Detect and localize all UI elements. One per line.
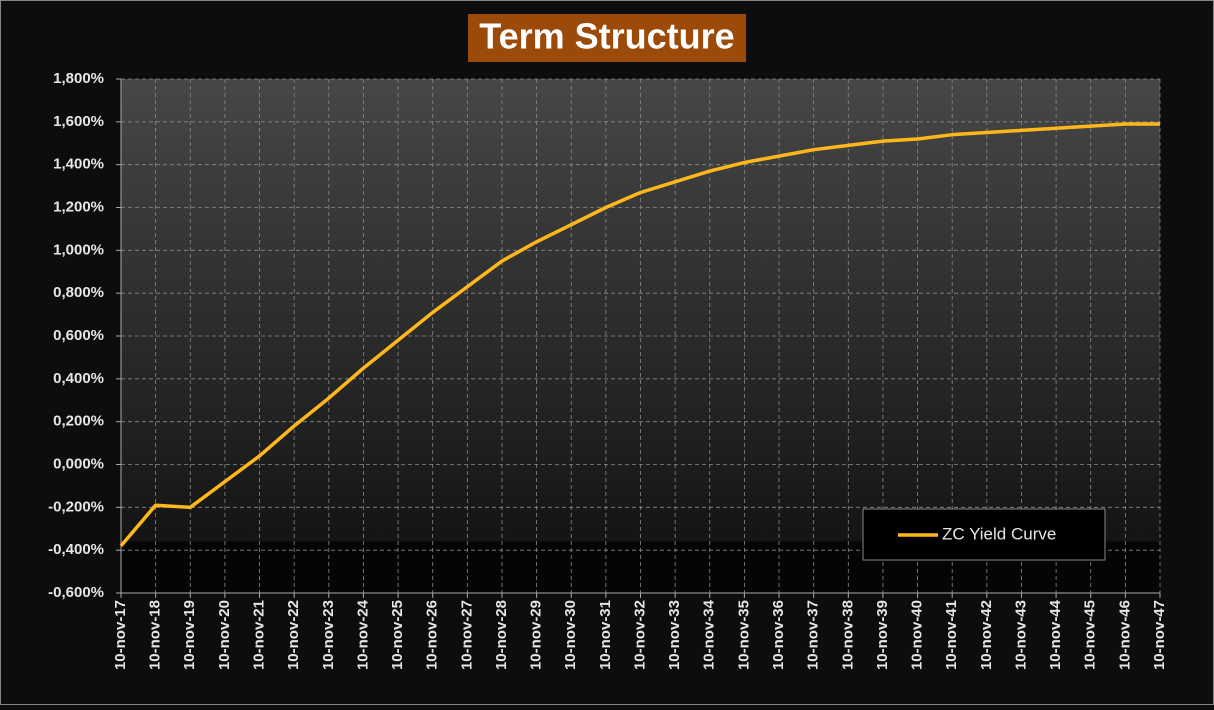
x-tick-label: 10-nov-33 — [666, 600, 683, 670]
x-tick-label: 10-nov-19 — [181, 600, 198, 670]
y-tick-label: 0,400% — [53, 370, 104, 387]
line-series — [119, 122, 1160, 548]
x-tick-label: 10-nov-39 — [874, 600, 891, 670]
x-tick-label: 10-nov-20 — [216, 600, 233, 670]
x-tick-label: 10-nov-38 — [839, 600, 856, 670]
y-tick-label: -0,200% — [48, 498, 104, 515]
x-tick-label: 10-nov-18 — [147, 600, 164, 670]
x-tick-label: 10-nov-43 — [1012, 600, 1029, 670]
y-tick-label: -0,400% — [48, 541, 104, 558]
x-tick-label: 10-nov-35 — [735, 600, 752, 670]
y-tick-label: 1,800% — [53, 70, 104, 87]
x-tick-label: 10-nov-37 — [805, 600, 822, 670]
y-tick-label: 0,800% — [53, 284, 104, 301]
x-tick-label: 10-nov-24 — [354, 599, 371, 670]
x-tick-label: 10-nov-32 — [631, 600, 648, 670]
x-tick-label: 10-nov-34 — [701, 599, 718, 670]
x-tick-label: 10-nov-21 — [251, 600, 268, 670]
x-tick-label: 10-nov-22 — [285, 600, 302, 670]
y-tick-label: 1,600% — [53, 113, 104, 130]
y-tick-label: 0,000% — [53, 455, 104, 472]
y-tick-label: 1,400% — [53, 156, 104, 173]
y-tick-label: -0,600% — [48, 584, 104, 601]
x-tick-label: 10-nov-25 — [389, 600, 406, 670]
x-tick-label: 10-nov-26 — [424, 600, 441, 670]
x-tick-label: 10-nov-45 — [1082, 600, 1099, 670]
x-tick-label: 10-nov-30 — [562, 600, 579, 670]
x-tick-label: 10-nov-40 — [909, 600, 926, 670]
chart-title: Term Structure — [479, 16, 734, 57]
y-tick-label: 1,000% — [53, 241, 104, 258]
y-tick-label: 1,200% — [53, 198, 104, 215]
legend-label: ZC Yield Curve — [942, 524, 1056, 543]
x-tick-label: 10-nov-41 — [943, 600, 960, 670]
y-tick-label: 0,600% — [53, 327, 104, 344]
x-tick-label: 10-nov-46 — [1116, 600, 1133, 670]
title-box — [468, 14, 746, 62]
x-tick-label: 10-nov-42 — [978, 600, 995, 670]
x-tick-label: 10-nov-29 — [528, 600, 545, 670]
x-tick-label: 10-nov-47 — [1151, 600, 1168, 670]
y-tick-label: 0,200% — [53, 413, 104, 430]
x-tick-label: 10-nov-23 — [320, 600, 337, 670]
x-tick-label: 10-nov-44 — [1047, 599, 1064, 670]
x-tick-label: 10-nov-17 — [112, 600, 129, 670]
x-tick-label: 10-nov-28 — [493, 600, 510, 670]
x-tick-label: 10-nov-31 — [597, 600, 614, 670]
x-tick-label: 10-nov-36 — [770, 600, 787, 670]
x-tick-label: 10-nov-27 — [458, 600, 475, 670]
